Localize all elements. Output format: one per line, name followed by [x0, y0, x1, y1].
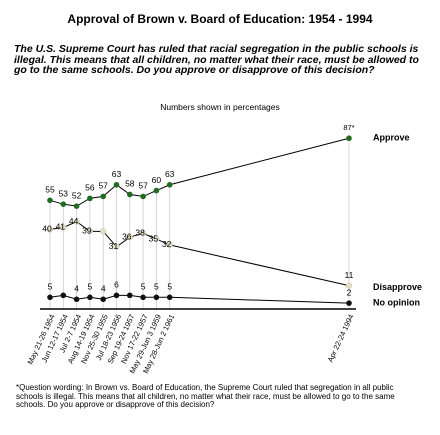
data-label: 5: [48, 282, 53, 292]
data-point: [86, 228, 93, 235]
data-point: [127, 191, 133, 198]
data-label: 57: [138, 181, 148, 191]
data-point: [345, 282, 353, 289]
note: Numbers shown in percentages: [160, 102, 280, 112]
data-point: [73, 218, 80, 225]
data-point: [47, 197, 53, 204]
data-point: [166, 294, 173, 301]
subtitle: The U.S. Supreme Court has ruled that ra…: [14, 43, 419, 76]
data-point: [73, 296, 80, 303]
data-label: 32: [162, 239, 172, 249]
data-label: 44: [69, 216, 79, 226]
x-tick-label: Apr 22-24 1994: [326, 313, 356, 364]
data-label: 38: [135, 228, 145, 238]
data-label: 39: [82, 226, 92, 236]
data-point: [73, 203, 80, 209]
data-label: 60: [152, 175, 162, 185]
data-label: 5: [88, 282, 93, 292]
data-label: 11: [345, 270, 354, 280]
legend-label: Disapprove: [373, 282, 422, 292]
data-point: [153, 236, 160, 243]
data-point: [140, 230, 147, 237]
series-line: [49, 294, 350, 304]
data-point: [113, 292, 120, 299]
data-label: 63: [112, 169, 122, 179]
data-label: 58: [125, 179, 135, 189]
data-label: 4: [101, 283, 106, 293]
legend-label: No opinion: [373, 297, 420, 307]
data-point: [113, 181, 120, 188]
data-point: [60, 292, 67, 299]
data-point: [127, 292, 133, 299]
data-point: [100, 296, 106, 303]
data-label: 53: [59, 188, 69, 198]
data-label: 40: [42, 224, 52, 234]
data-point: [46, 226, 54, 233]
chart-title: Approval of Brown v. Board of Education:…: [67, 12, 373, 26]
data-label: 35: [149, 233, 159, 243]
data-point: [100, 228, 107, 235]
data-point: [346, 300, 352, 306]
data-point: [140, 193, 146, 200]
data-point: [140, 294, 146, 301]
series-line: [49, 221, 350, 287]
footnote: *Question wording: In Brown vs. Board of…: [16, 383, 395, 409]
data-label: 56: [85, 183, 95, 193]
data-label: 52: [72, 190, 82, 200]
data-label: 5: [141, 282, 146, 292]
data-point: [153, 187, 160, 194]
data-point: [87, 294, 93, 301]
data-point: [166, 181, 173, 188]
data-point: [153, 294, 160, 301]
data-point: [166, 241, 173, 248]
data-label: 5: [154, 282, 159, 292]
data-label: 6: [114, 280, 119, 290]
data-label: 2: [347, 287, 352, 297]
data-label: 36: [122, 231, 132, 241]
data-label: 55: [45, 185, 55, 195]
data-point: [60, 224, 67, 231]
data-label: 41: [56, 222, 66, 232]
data-point: [126, 234, 133, 241]
data-point: [60, 201, 67, 207]
data-point: [346, 135, 352, 142]
data-label: 63: [165, 169, 175, 179]
data-label: 57: [98, 181, 108, 191]
legend-label: Approve: [373, 133, 410, 143]
data-point: [113, 243, 120, 250]
data-label: 31: [109, 241, 119, 251]
data-point: [47, 294, 53, 301]
data-point: [87, 195, 93, 202]
series-line: [49, 137, 350, 207]
data-label: 4: [74, 283, 79, 293]
data-label: 5: [167, 282, 172, 292]
data-label: 87*: [343, 123, 354, 132]
data-point: [100, 193, 106, 200]
